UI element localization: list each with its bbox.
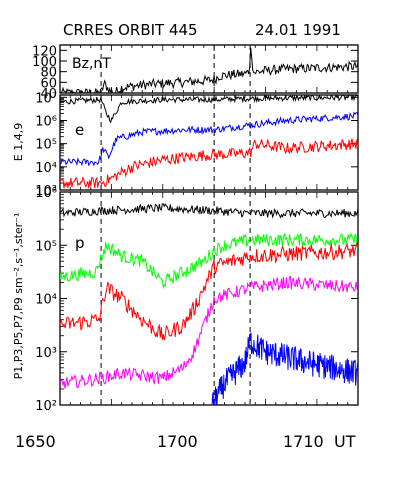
panel-e-ytick-label: 10⁷ <box>35 91 57 106</box>
x-tick-label: 1650 <box>15 432 56 451</box>
series-e-black <box>60 95 358 124</box>
panel-p-ytick-label: 10⁶ <box>35 186 57 201</box>
panel-p: 10² 10³ 10⁴ 10⁵ 10⁶ <box>35 186 359 414</box>
panel-e-ytick-label: 10⁵ <box>35 138 57 153</box>
panel-p-ytick-label: 10³ <box>35 346 57 361</box>
panel-e: 10³ 10⁴ 10⁵ 10⁶ 10⁷ <box>35 91 359 199</box>
series-e-red <box>60 138 358 189</box>
p-axis-label: P1,P3,P5,P7,P9 sm⁻²,s⁻¹,ster⁻¹ <box>12 213 25 380</box>
panel-e-ytick-label: 10⁴ <box>35 161 57 176</box>
panel-p-ytick-label: 10² <box>35 399 57 414</box>
x-tick-label: 1710 <box>283 432 324 451</box>
panel-bz-frame <box>59 44 359 94</box>
panel-p-ytick-label: 10⁵ <box>35 239 57 254</box>
series-p-blue <box>211 332 358 405</box>
panel-bz-ytick-label: 40 <box>40 87 57 102</box>
chart-date: 24.01 1991 <box>255 21 341 39</box>
series-p-green <box>60 232 358 290</box>
panel-e-ytick-label: 10³ <box>35 184 57 199</box>
series-e-blue <box>60 111 358 167</box>
panel-e-label: e <box>75 121 84 139</box>
e-axis-label: E 1,4,9 <box>12 123 25 161</box>
panel-bz-ytick-label: 100 <box>32 55 57 70</box>
panel-bz-ytick-label: 60 <box>40 76 57 91</box>
panel-p-ytick-label: 10⁴ <box>35 293 57 308</box>
panel-bz-ytick-label: 120 <box>32 44 57 59</box>
panel-bz-label: Bz,nT <box>72 56 111 72</box>
series-p-black <box>60 202 358 219</box>
series-p-red <box>60 242 358 341</box>
x-axis: 1650 1700 1710 <box>15 432 324 451</box>
panel-bz-ytick-label: 80 <box>40 66 57 81</box>
x-unit-label: UT <box>334 432 356 451</box>
panel-p-label: p <box>75 234 85 252</box>
series-p-magenta <box>60 275 358 389</box>
panel-e-frame <box>59 94 359 191</box>
x-tick-label: 1700 <box>157 432 198 451</box>
panel-e-ytick-label: 10⁶ <box>35 114 57 129</box>
chart-title: CRRES ORBIT 445 <box>63 21 198 39</box>
series-bz-black <box>60 47 358 93</box>
